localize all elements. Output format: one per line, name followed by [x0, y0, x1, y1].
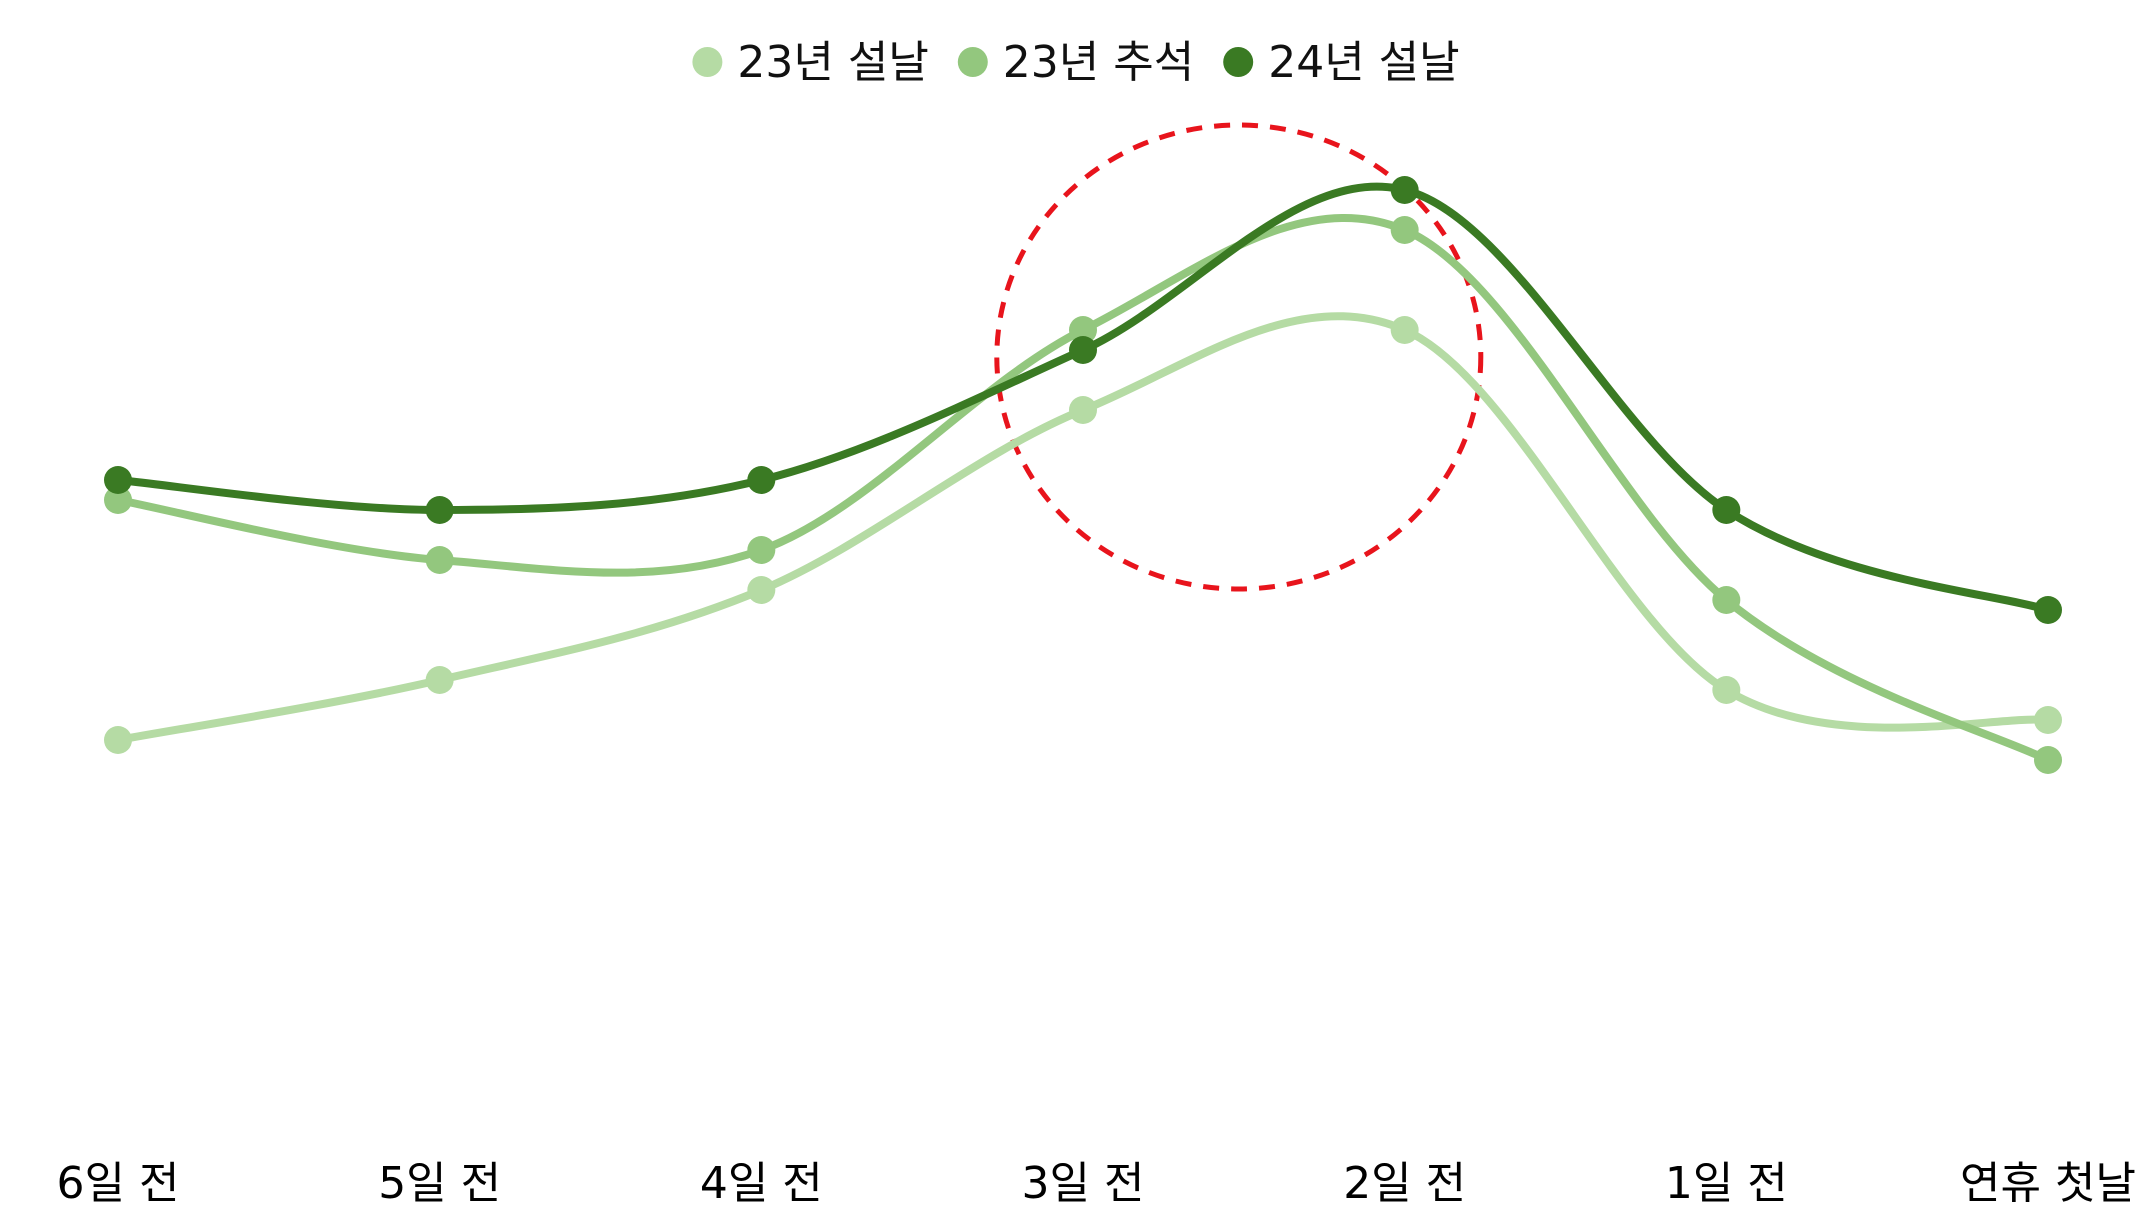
data-point-24년-설날-3: [1069, 336, 1097, 364]
data-point-23년-추석-0: [104, 486, 132, 514]
x-tick-label: 3일 전: [1022, 1158, 1145, 1209]
data-point-23년-설날-4: [1390, 316, 1419, 344]
legend-swatch: [1223, 47, 1254, 77]
data-point-23년-추석-5: [1712, 586, 1741, 614]
legend-item-24년-설날: 24년 설날: [1223, 37, 1460, 88]
series-line-23년-추석: [114, 214, 2052, 764]
data-point-24년-설날-1: [425, 496, 454, 524]
data-point-23년-추석-6: [2034, 746, 2062, 774]
legend-item-23년-설날: 23년 설날: [692, 37, 929, 88]
data-point-23년-설날-2: [747, 576, 776, 604]
x-tick-label: 1일 전: [1665, 1158, 1788, 1209]
data-point-24년-설날-2: [747, 466, 776, 494]
lines-layer: [114, 182, 2052, 764]
data-point-23년-설날-3: [1069, 396, 1097, 424]
highlight-dashed-circle: [994, 122, 1484, 592]
x-tick-label: 2일 전: [1343, 1158, 1466, 1209]
data-point-23년-설날-1: [425, 666, 454, 694]
annotation-layer: [994, 122, 1484, 592]
x-tick-label: 4일 전: [700, 1158, 823, 1209]
x-tick-label: 연휴 첫날: [1960, 1158, 2136, 1209]
x-tick-label: 5일 전: [378, 1158, 501, 1209]
x-tick-label: 6일 전: [57, 1158, 180, 1209]
data-point-23년-추석-2: [747, 536, 776, 564]
legend-label: 24년 설날: [1268, 37, 1459, 88]
legend-swatch: [692, 47, 723, 77]
data-point-24년-설날-4: [1390, 176, 1419, 204]
data-point-24년-설날-5: [1712, 496, 1741, 524]
data-point-23년-추석-1: [425, 546, 454, 574]
data-point-23년-설날-5: [1712, 676, 1741, 704]
legend: 23년 설날 23년 추석 24년 설날: [692, 37, 1460, 88]
data-point-24년-설날-6: [2034, 596, 2062, 624]
data-point-23년-설날-0: [104, 726, 132, 754]
data-point-24년-설날-0: [104, 466, 132, 494]
data-point-23년-추석-4: [1390, 216, 1419, 244]
data-point-23년-추석-3: [1069, 316, 1097, 344]
legend-item-23년-추석: 23년 추석: [957, 37, 1194, 88]
legend-label: 23년 추석: [1003, 37, 1194, 88]
legend-label: 23년 설날: [737, 37, 928, 88]
points-layer: [104, 176, 2062, 774]
data-point-23년-설날-6: [2034, 706, 2062, 734]
x-axis: 6일 전 5일 전 4일 전 3일 전 2일 전 1일 전 연휴 첫날: [57, 1158, 2136, 1209]
legend-swatch: [957, 47, 988, 77]
